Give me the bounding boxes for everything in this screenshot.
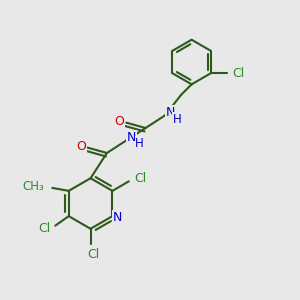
Text: H: H [135, 137, 144, 150]
Text: N: N [113, 211, 122, 224]
Text: CH₃: CH₃ [22, 180, 44, 193]
Text: N: N [166, 106, 175, 119]
Text: O: O [76, 140, 86, 153]
Text: O: O [115, 115, 124, 128]
Text: Cl: Cl [87, 248, 100, 260]
Text: N: N [127, 131, 136, 144]
Text: Cl: Cl [134, 172, 146, 185]
Text: H: H [173, 112, 182, 126]
Text: Cl: Cl [38, 222, 50, 235]
Text: Cl: Cl [232, 67, 245, 80]
